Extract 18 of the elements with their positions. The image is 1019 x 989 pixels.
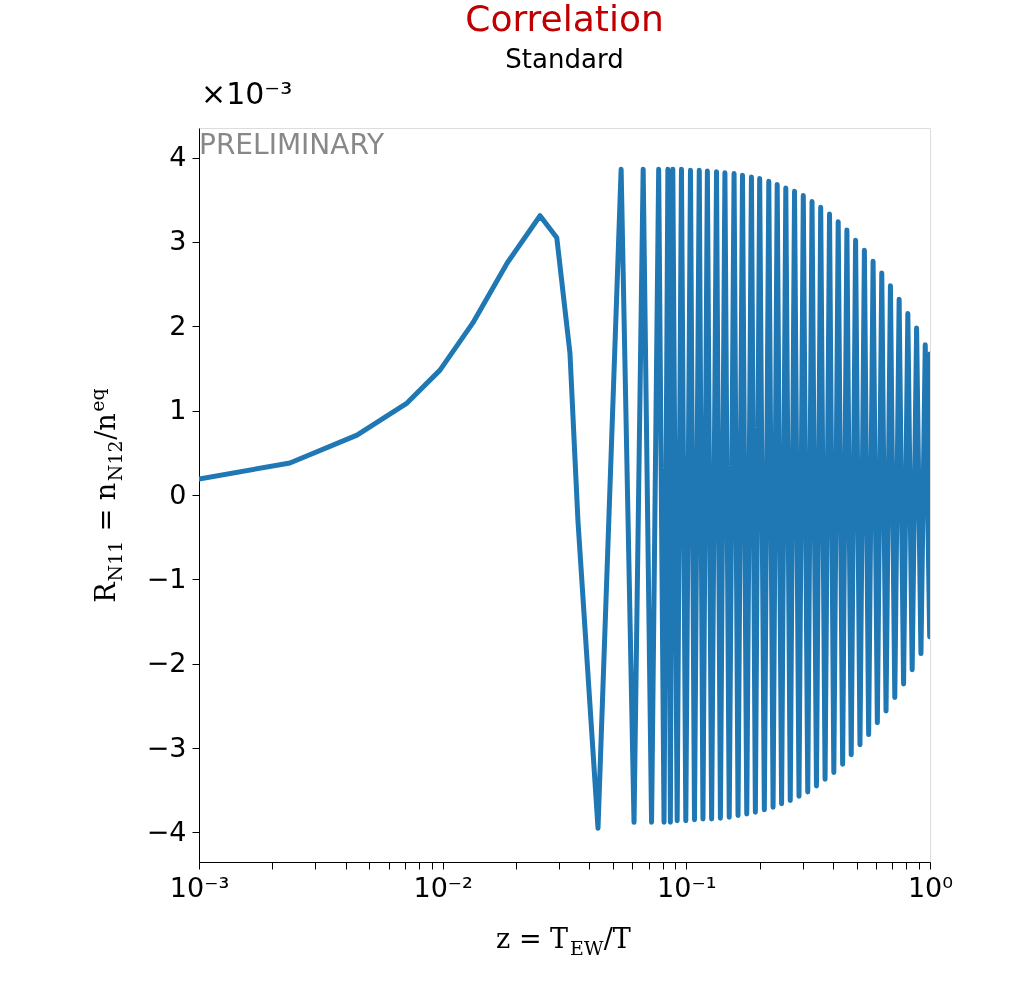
y-tick-label: 4	[169, 141, 187, 173]
y-tick-label: 2	[169, 309, 187, 341]
y-tick-label: 0	[169, 478, 187, 510]
annotation: PRELIMINARY	[199, 128, 386, 161]
x-tick-label: 10⁻³	[169, 871, 230, 903]
x-tick-label: 10⁻²	[413, 871, 473, 903]
y-tick-label: −4	[146, 815, 187, 847]
y-tick-label: 3	[169, 225, 187, 257]
chart-title: Correlation	[465, 0, 664, 39]
x-tick-label: 10⁰	[907, 871, 954, 903]
y-tick-label: −2	[146, 647, 187, 679]
y-tick-label: −1	[146, 562, 187, 594]
y-tick-label: −3	[146, 731, 187, 763]
chart-subtitle: Standard	[505, 44, 624, 74]
text: ×10⁻³	[201, 76, 293, 111]
x-tick-label: 10⁻¹	[657, 871, 717, 903]
y-tick-label: 1	[169, 394, 187, 426]
y-axis-title: RN11 = nN12/neq	[85, 388, 126, 603]
